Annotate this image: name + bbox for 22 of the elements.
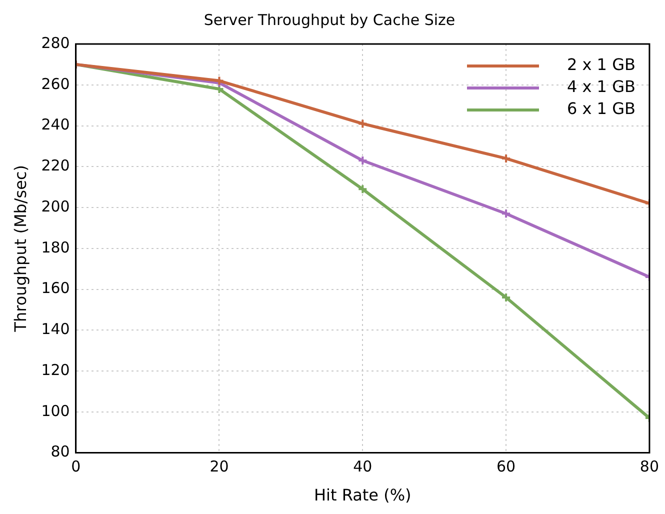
y-tick-label: 140: [41, 320, 70, 338]
legend-label: 4 x 1 GB: [566, 77, 636, 96]
y-tick-label: 80: [50, 442, 70, 461]
x-tick-label: 20: [210, 458, 229, 476]
x-tick-label: 60: [496, 458, 516, 476]
legend-label: 6 x 1 GB: [566, 99, 636, 118]
x-axis-title: Hit Rate (%): [314, 486, 412, 505]
x-tick-label: 40: [353, 458, 372, 476]
y-tick-label: 180: [41, 238, 70, 256]
legend-label: 2 x 1 GB: [566, 55, 636, 74]
y-tick-label: 200: [41, 197, 70, 216]
y-tick-label: 100: [41, 402, 70, 420]
y-tick-label: 280: [41, 34, 70, 52]
y-tick-label: 160: [41, 279, 70, 298]
x-tick-label: 0: [71, 458, 81, 476]
x-tick-label: 80: [640, 458, 660, 476]
y-axis-title: Throughput (Mb/sec): [10, 164, 30, 333]
y-tick-label: 120: [41, 360, 70, 379]
chart-title: Server Throughput by Cache Size: [204, 10, 456, 29]
y-tick-label: 240: [41, 116, 70, 134]
y-tick-label: 220: [41, 156, 70, 175]
y-tick-label: 260: [41, 74, 70, 93]
